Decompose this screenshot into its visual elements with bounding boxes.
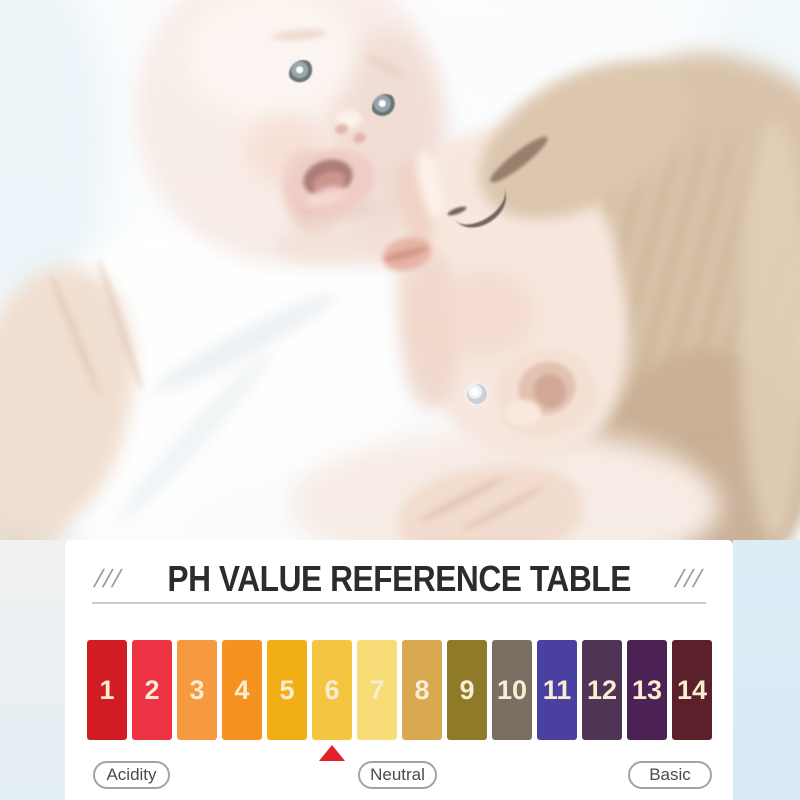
earring-stud (467, 384, 487, 404)
ph-swatch-number: 2 (144, 674, 160, 705)
ph-swatch-number: 9 (459, 674, 475, 705)
ph-swatch-number: 4 (234, 674, 250, 705)
ph-swatch-number: 7 (369, 674, 385, 705)
ph-swatch-12: 12 (582, 640, 622, 740)
ph-swatch-13: 13 (627, 640, 667, 740)
ph-swatch-number: 5 (279, 674, 295, 705)
ph-swatch-number: 6 (324, 674, 340, 705)
ph-swatch-number: 8 (414, 674, 430, 705)
woman-earlobe-highlight (505, 400, 541, 426)
ph-swatch-7: 7 (357, 640, 397, 740)
ph-swatch-2: 2 (132, 640, 172, 740)
ph-swatch-5: 5 (267, 640, 307, 740)
ph-swatch-number: 13 (631, 674, 663, 705)
panel-title-row: /// PH VALUE REFERENCE TABLE /// (65, 556, 733, 602)
baby-forehead-highlight (185, 0, 355, 120)
ph-swatch-number: 3 (189, 674, 205, 705)
background-strip-right-of-panel (733, 540, 800, 800)
ph-swatch-1: 1 (87, 640, 127, 740)
ph-swatch-14: 14 (672, 640, 712, 740)
ph-swatch-number: 11 (542, 674, 572, 705)
zone-label-text: Basic (649, 765, 691, 784)
decor-slashes-left: /// (91, 564, 127, 593)
baby-eye (289, 60, 317, 88)
ph-swatch-3: 3 (177, 640, 217, 740)
zone-label-neutral: Neutral (358, 761, 437, 789)
zone-label-basic: Basic (628, 761, 712, 789)
zone-label-acidity: Acidity (93, 761, 170, 789)
ph-pointer-triangle (319, 745, 345, 761)
ph-swatch-number: 1 (99, 674, 115, 705)
ph-swatch-number: 14 (676, 674, 708, 705)
ph-swatch-number: 12 (586, 674, 618, 705)
zone-label-text: Neutral (370, 765, 425, 784)
ph-swatch-8: 8 (402, 640, 442, 740)
photo-strip-left-of-panel (0, 540, 65, 800)
panel-title: PH VALUE REFERENCE TABLE (167, 558, 631, 599)
ph-swatch-11: 11 (537, 640, 577, 740)
ph-swatch-number: 10 (496, 674, 528, 705)
ph-swatch-10: 10 (492, 640, 532, 740)
woman-cheek-blush (440, 270, 535, 355)
ph-swatch-4: 4 (222, 640, 262, 740)
zone-label-text: Acidity (106, 765, 157, 784)
decor-slashes-right: /// (672, 564, 708, 593)
woman-hair-edge-strands (740, 120, 800, 540)
baby-eye (372, 94, 399, 121)
ph-swatch-6: 6 (312, 640, 352, 740)
title-divider (92, 602, 706, 604)
ph-swatch-9: 9 (447, 640, 487, 740)
ph-color-scale: 1 2 3 4 5 6 7 8 9 10 11 12 13 14 (87, 640, 712, 740)
